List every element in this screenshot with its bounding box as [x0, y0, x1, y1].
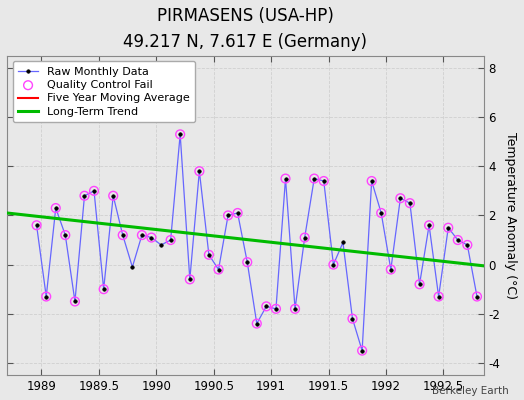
Quality Control Fail	[434, 293, 443, 300]
Raw Monthly Data	[474, 294, 480, 299]
Raw Monthly Data	[225, 213, 231, 218]
Raw Monthly Data	[407, 201, 413, 206]
Raw Monthly Data	[330, 262, 336, 267]
Raw Monthly Data	[81, 193, 88, 198]
Quality Control Fail	[473, 293, 481, 300]
Raw Monthly Data	[34, 223, 40, 228]
Quality Control Fail	[205, 252, 213, 258]
Quality Control Fail	[176, 131, 184, 138]
Quality Control Fail	[444, 224, 452, 231]
Quality Control Fail	[310, 175, 319, 182]
Raw Monthly Data	[119, 233, 126, 238]
Legend: Raw Monthly Data, Quality Control Fail, Five Year Moving Average, Long-Term Tren: Raw Monthly Data, Quality Control Fail, …	[13, 61, 195, 122]
Line: Raw Monthly Data: Raw Monthly Data	[35, 132, 479, 352]
Raw Monthly Data	[244, 260, 250, 264]
Raw Monthly Data	[417, 282, 423, 287]
Raw Monthly Data	[292, 306, 298, 311]
Quality Control Fail	[109, 192, 117, 199]
Raw Monthly Data	[129, 265, 136, 270]
Raw Monthly Data	[101, 287, 107, 292]
Raw Monthly Data	[234, 210, 241, 215]
Quality Control Fail	[416, 281, 424, 288]
Raw Monthly Data	[62, 233, 69, 238]
Quality Control Fail	[377, 210, 385, 216]
Quality Control Fail	[291, 306, 299, 312]
Raw Monthly Data	[464, 242, 471, 247]
Quality Control Fail	[348, 316, 357, 322]
Raw Monthly Data	[388, 267, 394, 272]
Raw Monthly Data	[311, 176, 318, 181]
Raw Monthly Data	[215, 267, 222, 272]
Quality Control Fail	[358, 348, 366, 354]
Y-axis label: Temperature Anomaly (°C): Temperature Anomaly (°C)	[504, 132, 517, 299]
Raw Monthly Data	[254, 321, 260, 326]
Quality Control Fail	[367, 178, 376, 184]
Quality Control Fail	[214, 266, 223, 273]
Quality Control Fail	[281, 175, 290, 182]
Quality Control Fail	[396, 195, 405, 202]
Raw Monthly Data	[340, 240, 346, 245]
Raw Monthly Data	[168, 238, 174, 242]
Raw Monthly Data	[435, 294, 442, 299]
Raw Monthly Data	[455, 238, 461, 242]
Raw Monthly Data	[187, 277, 193, 282]
Quality Control Fail	[32, 222, 41, 228]
Title: PIRMASENS (USA-HP)
49.217 N, 7.617 E (Germany): PIRMASENS (USA-HP) 49.217 N, 7.617 E (Ge…	[123, 7, 367, 51]
Quality Control Fail	[387, 266, 395, 273]
Quality Control Fail	[80, 192, 89, 199]
Raw Monthly Data	[139, 233, 145, 238]
Raw Monthly Data	[196, 169, 202, 174]
Text: Berkeley Earth: Berkeley Earth	[432, 386, 508, 396]
Quality Control Fail	[320, 178, 328, 184]
Quality Control Fail	[185, 276, 194, 282]
Quality Control Fail	[262, 303, 270, 310]
Quality Control Fail	[233, 210, 242, 216]
Quality Control Fail	[138, 232, 146, 238]
Quality Control Fail	[42, 293, 50, 300]
Quality Control Fail	[243, 259, 252, 265]
Quality Control Fail	[425, 222, 433, 228]
Raw Monthly Data	[282, 176, 289, 181]
Raw Monthly Data	[148, 235, 155, 240]
Quality Control Fail	[224, 212, 232, 219]
Raw Monthly Data	[359, 348, 365, 353]
Raw Monthly Data	[206, 252, 212, 257]
Quality Control Fail	[51, 205, 60, 211]
Raw Monthly Data	[72, 299, 78, 304]
Quality Control Fail	[100, 286, 108, 292]
Raw Monthly Data	[273, 306, 279, 311]
Quality Control Fail	[118, 232, 127, 238]
Quality Control Fail	[406, 200, 414, 206]
Raw Monthly Data	[378, 210, 384, 215]
Raw Monthly Data	[368, 179, 375, 184]
Raw Monthly Data	[301, 235, 308, 240]
Quality Control Fail	[272, 306, 280, 312]
Raw Monthly Data	[43, 294, 49, 299]
Raw Monthly Data	[110, 193, 116, 198]
Raw Monthly Data	[263, 304, 269, 309]
Quality Control Fail	[300, 234, 309, 241]
Quality Control Fail	[167, 237, 175, 243]
Quality Control Fail	[71, 298, 79, 305]
Raw Monthly Data	[445, 225, 451, 230]
Quality Control Fail	[463, 242, 472, 248]
Quality Control Fail	[454, 237, 462, 243]
Raw Monthly Data	[158, 242, 164, 247]
Quality Control Fail	[147, 234, 156, 241]
Quality Control Fail	[329, 261, 337, 268]
Raw Monthly Data	[426, 223, 432, 228]
Raw Monthly Data	[91, 188, 97, 193]
Raw Monthly Data	[321, 179, 327, 184]
Quality Control Fail	[61, 232, 70, 238]
Raw Monthly Data	[177, 132, 183, 137]
Quality Control Fail	[90, 188, 98, 194]
Raw Monthly Data	[397, 196, 403, 201]
Quality Control Fail	[195, 168, 203, 174]
Raw Monthly Data	[52, 206, 59, 210]
Quality Control Fail	[253, 320, 261, 327]
Raw Monthly Data	[350, 316, 356, 321]
